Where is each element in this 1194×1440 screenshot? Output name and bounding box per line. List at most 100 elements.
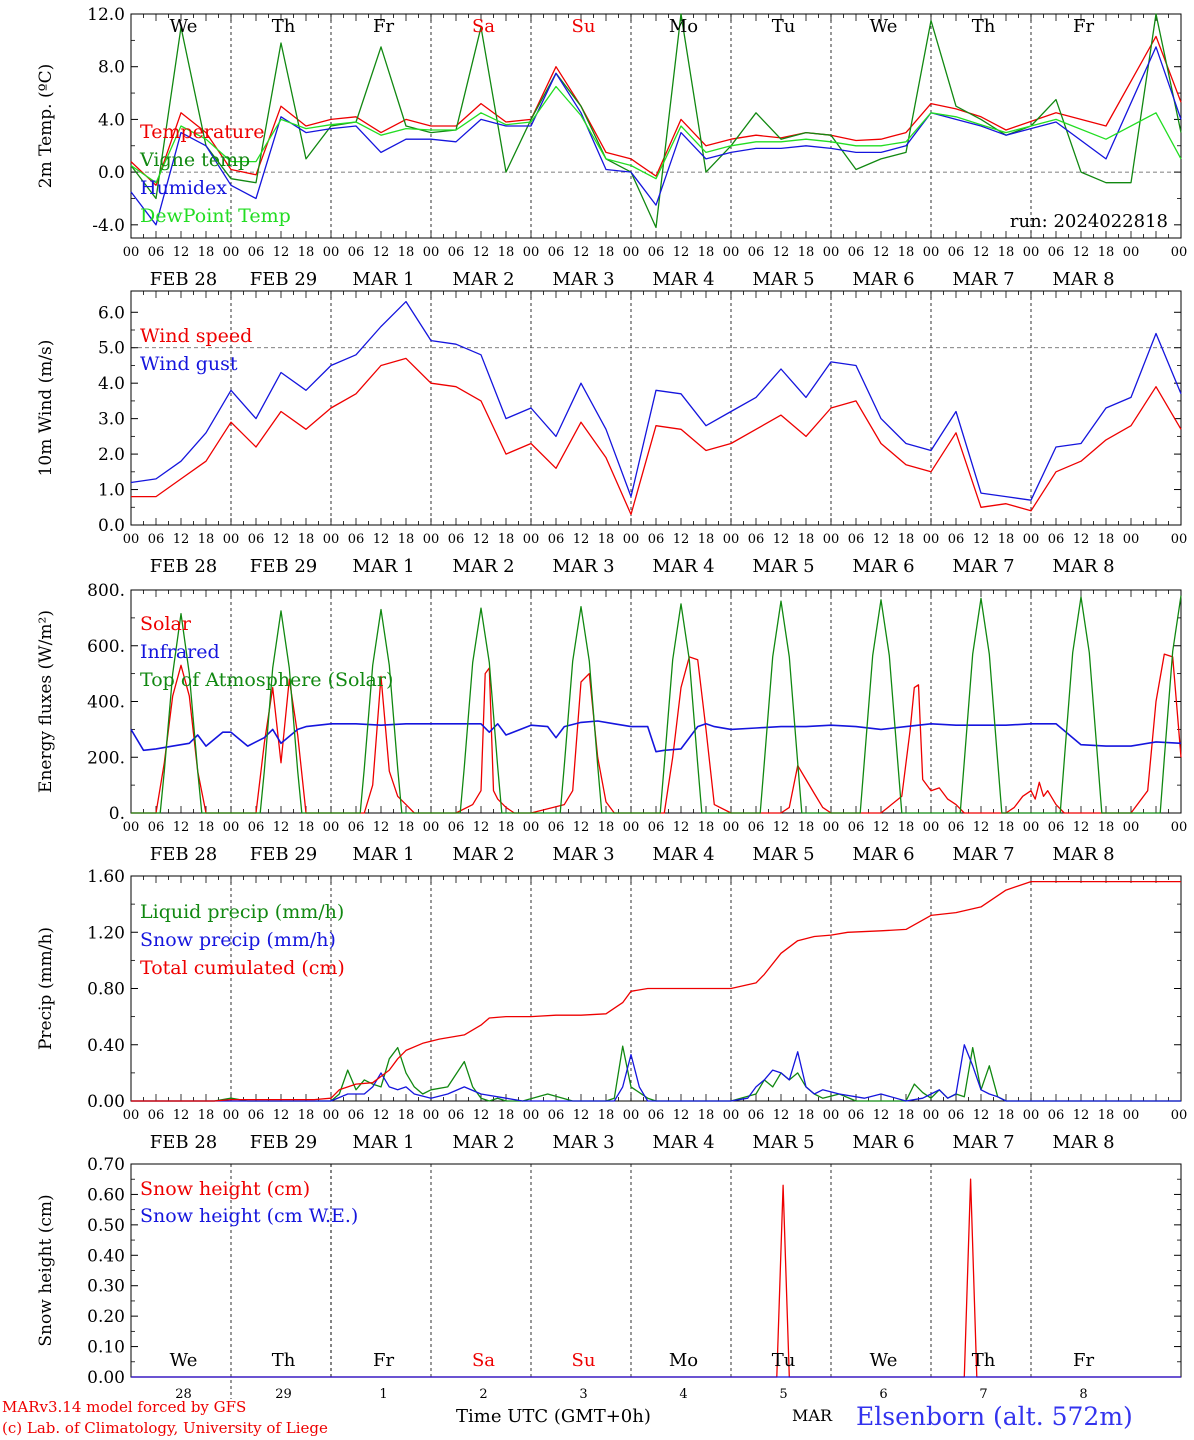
legend-entry: Wind gust [140,353,238,375]
day-label: Su [572,16,596,37]
hour-label: 12 [473,532,490,547]
hour-label: 06 [748,820,765,835]
hour-label: 06 [248,245,265,260]
y-tick-label: 0.50 [87,1216,125,1236]
hour-label: 00 [1171,820,1188,835]
hour-label: 12 [873,245,890,260]
panel-4 [130,875,1182,1102]
hour-label: 00 [923,1108,940,1123]
date-label: FEB 28 [150,269,217,290]
y-tick-label: 0.0 [98,163,125,183]
hour-label: 18 [798,820,815,835]
hour-label: 00 [923,532,940,547]
hour-label: 00 [1123,245,1140,260]
hour-label: 06 [348,1108,365,1123]
date-label: MAR 7 [952,269,1014,290]
day-label: We [170,1350,198,1371]
date-label: MAR 8 [1052,844,1114,865]
hour-label: 12 [573,245,590,260]
panel-2 [130,290,1182,526]
y-tick-label: 8.0 [98,58,125,78]
hour-label: 18 [698,245,715,260]
y-tick-label: 200. [87,748,125,768]
day-label: Th [972,16,996,37]
hour-label: 06 [1048,1108,1065,1123]
day-label: Fr [1073,1350,1094,1371]
hour-label: 18 [998,820,1015,835]
day-label: Th [972,1350,996,1371]
y-axis-label: 10m Wind (m/s) [36,340,56,477]
hour-label: 06 [148,245,165,260]
hour-label: 00 [1023,820,1040,835]
hour-label: 12 [1073,532,1090,547]
lab-credit: (c) Lab. of Climatology, University of L… [2,1419,328,1437]
day-label: Tu [772,16,796,37]
hour-label: 12 [273,245,290,260]
y-tick-label: 0.40 [87,1036,125,1056]
hour-label: 18 [398,820,415,835]
day-label: Sa [472,1350,495,1371]
hour-label: 18 [298,532,315,547]
hour-label: 12 [373,245,390,260]
hour-label: 00 [923,820,940,835]
date-label: MAR 5 [752,556,814,577]
legend-entry: Snow height (cm W.E.) [140,1205,358,1227]
hour-label: 18 [198,1108,215,1123]
hour-label: 06 [148,820,165,835]
y-tick-label: 600. [87,637,125,657]
series-line-solar [131,653,1182,814]
date-label: MAR 2 [452,269,514,290]
legend-entry: Wind speed [140,325,252,347]
hour-label: 00 [323,820,340,835]
hour-label: 00 [823,245,840,260]
hour-label: 12 [1073,245,1090,260]
station-label: Elsenborn (alt. 572m) [856,1402,1133,1431]
day-number: 8 [1079,1387,1087,1402]
date-label: MAR 1 [352,556,414,577]
y-tick-label: 0.30 [87,1277,125,1297]
y-tick-label: 0. [109,804,125,824]
hour-label: 00 [423,820,440,835]
hour-label: 06 [248,532,265,547]
series-line-top-of-atmosphere-solar- [131,595,1182,814]
y-tick-label: 5.0 [98,339,125,359]
hour-label: 12 [373,1108,390,1123]
plot-frame [130,589,1182,814]
hour-label: 12 [773,820,790,835]
hour-label: 06 [648,532,665,547]
hour-label: 18 [198,820,215,835]
day-label: We [170,16,198,37]
hour-label: 00 [723,532,740,547]
y-tick-label: 400. [87,693,125,713]
hour-label: 00 [823,532,840,547]
hour-label: 12 [973,1108,990,1123]
date-label: MAR 4 [652,844,714,865]
hour-label: 00 [323,245,340,260]
hour-label: 06 [848,532,865,547]
y-tick-label: 1.0 [98,481,125,501]
hour-label: 12 [373,820,390,835]
legend-entry: Temperature [140,121,264,143]
hour-label: 18 [898,820,915,835]
day-label: We [870,16,898,37]
hour-label: 18 [398,1108,415,1123]
day-label: Sa [472,16,495,37]
hour-label: 00 [423,1108,440,1123]
day-label: Fr [373,1350,394,1371]
y-tick-label: 0.00 [87,1092,125,1112]
date-label: MAR 7 [952,556,1014,577]
day-number: 4 [679,1387,687,1402]
legend-entry: Snow height (cm) [140,1178,310,1200]
hour-label: 00 [1123,820,1140,835]
legend-entry: Infrared [140,641,220,663]
hour-label: 18 [698,1108,715,1123]
hour-label: 12 [173,1108,190,1123]
hour-label: 18 [198,532,215,547]
hour-label: 12 [673,820,690,835]
hour-label: 12 [673,1108,690,1123]
hour-label: 12 [1073,820,1090,835]
day-number: 5 [779,1387,787,1402]
panel-1 [130,13,1182,239]
x-axis-label: Time UTC (GMT+0h) [456,1406,651,1427]
hour-label: 00 [623,532,640,547]
